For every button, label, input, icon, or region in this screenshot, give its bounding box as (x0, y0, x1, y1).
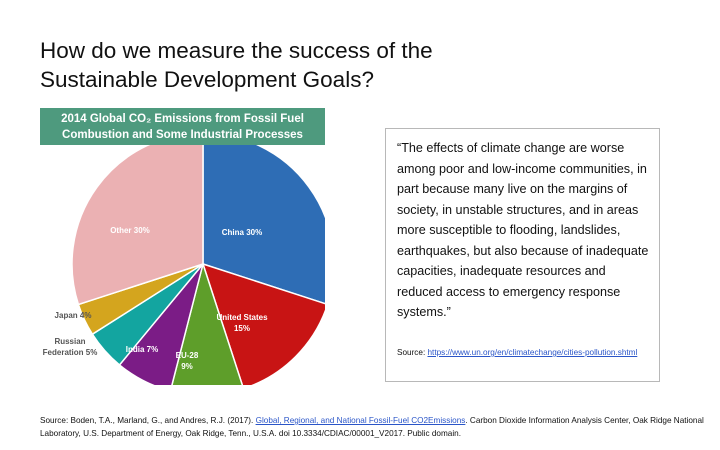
chart-title-line-1: 2014 Global CO₂ Emissions from Fossil Fu… (61, 113, 304, 125)
quote-source-link[interactable]: https://www.un.org/en/climatechange/citi… (427, 348, 638, 357)
footer-source-link[interactable]: Global, Regional, and National Fossil-Fu… (255, 416, 466, 425)
footer-source: Source: Boden, T.A., Marland, G., and An… (40, 415, 710, 440)
emissions-chart: China 30% United States 15% EU-28 9% India 7%… (40, 108, 325, 385)
pie-label-united-states: United States 15% (216, 313, 268, 333)
quote-text: “The effects of climate change are worse… (397, 141, 649, 319)
pie-label-other: Other 30% (110, 226, 150, 235)
pie-label-india: India 7% (126, 345, 158, 354)
slide-title-line-1: How do we measure the success of the (40, 38, 433, 63)
chart-title: 2014 Global CO₂ Emissions from Fossil Fu… (40, 108, 325, 145)
quote-box: “The effects of climate change are worse… (385, 128, 660, 382)
slide-title: How do we measure the success of the Sus… (40, 36, 640, 94)
pie-label-china: China 30% (222, 228, 262, 237)
pie-chart: China 30% United States 15% EU-28 9% India 7%… (43, 132, 325, 385)
pie-label-russian-federation: Russian Federation 5% (43, 337, 98, 357)
pie-label-eu-28: EU-28 9% (176, 351, 199, 371)
pie-slice-eu-28 (171, 261, 244, 385)
footer-source-prefix: Source: Boden, T.A., Marland, G., and An… (40, 416, 256, 425)
pie-label-japan: Japan 4% (55, 311, 92, 320)
slide-title-line-2: Sustainable Development Goals? (40, 67, 374, 92)
pie-slice-united-states (201, 262, 325, 385)
quote-source: Source: https://www.un.org/en/climatecha… (397, 347, 652, 358)
footer-source-suffix: . Carbon Dioxide Information Analysis Ce… (40, 416, 704, 438)
chart-title-line-2: Combustion and Some Industrial Processes (62, 129, 303, 141)
quote-source-prefix: Source: (397, 348, 428, 357)
